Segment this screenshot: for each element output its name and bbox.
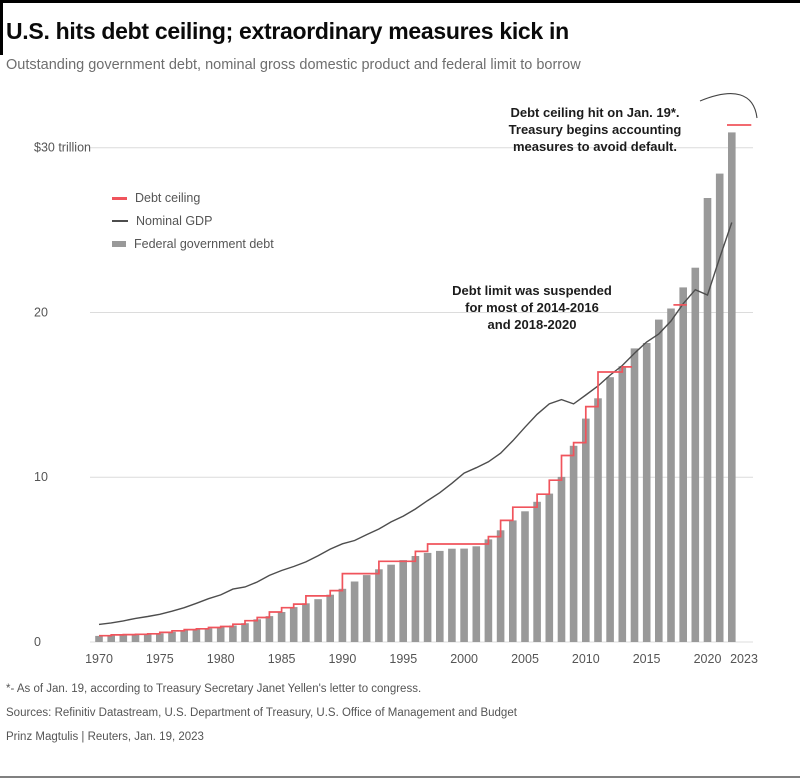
debt-bar [375, 569, 383, 642]
debt-bar [229, 625, 237, 642]
debt-bar [192, 629, 201, 642]
chart-footnotes: *- As of Jan. 19, according to Treasury … [0, 675, 800, 743]
footnote-byline: Prinz Magtulis | Reuters, Jan. 19, 2023 [6, 731, 204, 743]
debt-bar [265, 616, 274, 642]
x-axis-tick-label: 2010 [572, 652, 600, 666]
legend-label-federal-debt: Federal government debt [134, 237, 274, 251]
debt-bar [460, 548, 468, 642]
debt-bar [448, 548, 456, 642]
x-axis-tick-label: 2020 [694, 652, 722, 666]
y-axis-tick-label: $30 trillion [34, 141, 91, 155]
debt-bar [168, 631, 176, 642]
debt-bar [156, 633, 164, 642]
x-axis-tick-label: 1970 [85, 652, 113, 666]
debt-ceiling-line-icon [112, 196, 127, 200]
debt-bar [569, 445, 578, 642]
x-axis-tick-label: 2005 [511, 652, 539, 666]
debt-bar [119, 634, 128, 642]
annotation-debt-ceiling-hit: Debt ceiling hit on Jan. 19*. Treasury b… [508, 105, 682, 154]
nominal-gdp-line-icon [112, 220, 128, 222]
debt-bar [143, 634, 152, 642]
debt-bar [691, 267, 700, 642]
debt-bar [484, 539, 493, 642]
debt-bar [679, 287, 687, 642]
debt-bar [95, 635, 103, 642]
annotation-debt-limit-suspended: Debt limit was suspended for most of 201… [452, 283, 612, 332]
y-axis-tick-label: 0 [34, 635, 41, 649]
federal-debt-bars [95, 132, 736, 642]
legend-label-debt-ceiling: Debt ceiling [135, 191, 201, 205]
debt-bar [107, 635, 115, 642]
debt-bar [362, 575, 371, 642]
debt-bar [703, 198, 712, 642]
debt-bar [399, 560, 407, 642]
chart-area: $30 trillion 20 10 0 1970 1975 1980 1985 1990 199… [0, 87, 800, 675]
debt-bar [302, 603, 310, 642]
x-axis-tick-label: 2015 [633, 652, 661, 666]
y-axis-tick-label: 20 [34, 305, 48, 319]
debt-bar [387, 564, 395, 642]
x-axis-tick-label: 1995 [389, 652, 417, 666]
debt-ceiling-line [99, 366, 632, 637]
debt-bar [594, 398, 602, 642]
x-axis-tick-label: 1985 [268, 652, 296, 666]
debt-bar [521, 511, 529, 642]
debt-bar [350, 581, 359, 642]
debt-bar [277, 612, 286, 642]
y-axis-tick-label: 10 [34, 470, 48, 484]
chart-title: U.S. hits debt ceiling; extraordinary me… [6, 18, 569, 44]
x-axis-tick-label: 2000 [450, 652, 478, 666]
debt-bar [509, 520, 517, 642]
legend-item-debt-ceiling: Debt ceiling [112, 191, 274, 205]
debt-bar [314, 599, 322, 642]
debt-bar [216, 627, 225, 642]
chart-subtitle: Outstanding government debt, nominal gro… [6, 57, 581, 73]
x-axis-tick-label: 2023 [730, 652, 758, 666]
debt-bar [715, 173, 724, 642]
chart-header: U.S. hits debt ceiling; extraordinary me… [0, 3, 800, 73]
debt-bar [606, 377, 614, 642]
debt-bar [557, 476, 566, 642]
debt-bar [642, 343, 651, 642]
debt-bar [326, 594, 334, 642]
x-axis-tick-label: 1975 [146, 652, 174, 666]
x-axis-tick-label: 1980 [207, 652, 235, 666]
debt-bar [423, 552, 432, 642]
debt-bar [253, 619, 261, 642]
debt-bar [545, 493, 554, 642]
debt-bar [131, 634, 140, 642]
debt-bar [667, 308, 675, 642]
debt-bar [204, 628, 213, 642]
legend-item-nominal-gdp: Nominal GDP [112, 214, 274, 228]
debt-bar [411, 556, 420, 642]
annotation-arrow [699, 93, 758, 119]
chart-legend: Debt ceiling Nominal GDP Federal governm… [112, 191, 274, 251]
debt-bar [338, 588, 347, 642]
x-axis-tick-label: 1990 [328, 652, 356, 666]
debt-bar [582, 418, 590, 642]
gridlines: $30 trillion 20 10 0 [34, 141, 753, 649]
debt-bar [180, 630, 188, 642]
debt-bar [655, 319, 663, 642]
footnote-sources: Sources: Refinitiv Datastream, U.S. Depa… [6, 707, 517, 719]
federal-debt-bar-icon [112, 241, 126, 247]
legend-label-nominal-gdp: Nominal GDP [136, 214, 213, 228]
debt-bar [472, 546, 481, 642]
legend-item-federal-debt: Federal government debt [112, 237, 274, 251]
debt-bar [436, 550, 444, 642]
nominal-gdp-line [98, 222, 733, 626]
debt-bar [728, 132, 736, 642]
debt-bar [533, 501, 541, 642]
debt-bar [618, 366, 627, 642]
debt-bar [496, 530, 505, 642]
x-axis-tick-labels: 1970 1975 1980 1985 1990 1995 2000 2005 2010 2015… [85, 652, 758, 666]
debt-bar [630, 348, 639, 642]
debt-bar [241, 623, 249, 642]
debt-bar [289, 607, 298, 642]
footnote-asterisk: *- As of Jan. 19, according to Treasury … [6, 683, 422, 695]
